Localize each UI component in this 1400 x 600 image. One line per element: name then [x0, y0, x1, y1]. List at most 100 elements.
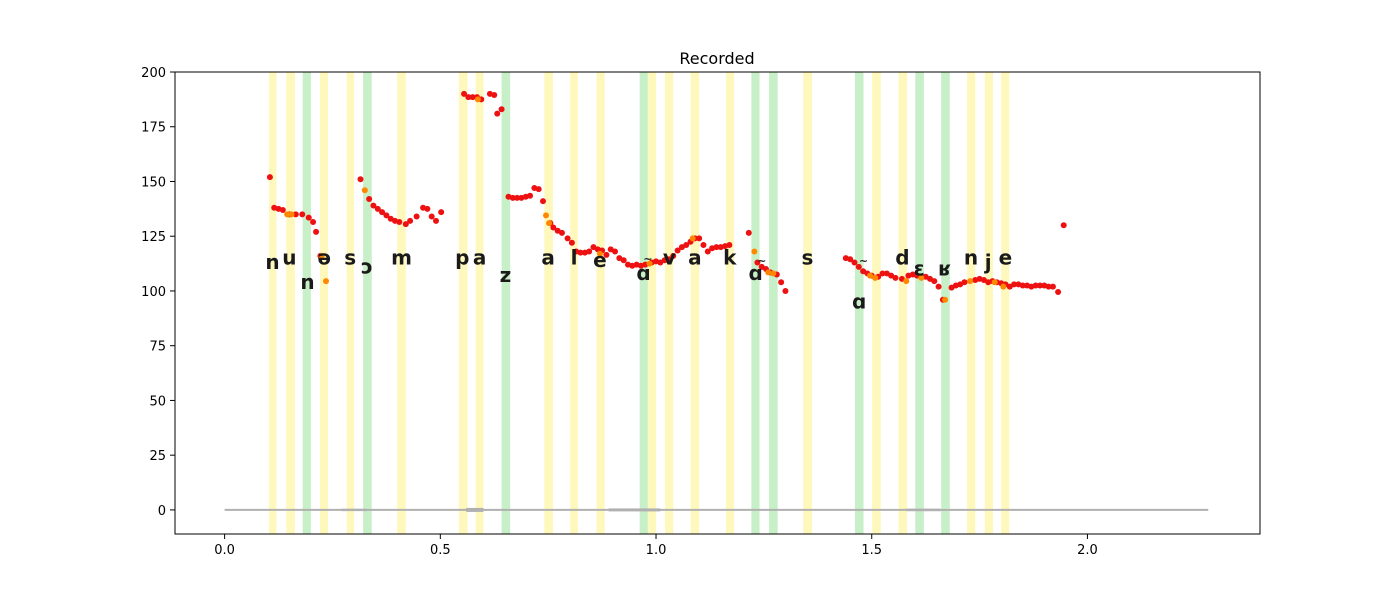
phoneme-label: ɑ [852, 289, 866, 313]
pitch-point [279, 206, 286, 213]
phoneme-band [544, 72, 553, 534]
phoneme-label: d [895, 246, 909, 270]
phoneme-band [898, 72, 908, 534]
waveform-burst [466, 507, 484, 512]
pitch-point [892, 274, 899, 281]
pitch-point [713, 244, 720, 251]
pitch-point [770, 270, 777, 277]
pitch-point [935, 283, 942, 290]
chart-title: Recorded [679, 49, 754, 68]
pitch-point [1049, 283, 1056, 290]
phoneme-labels: n unə s ɔ m p aza l eɑ~ v a kɑ~ sɑ~ d ɛ ʁ n j e [265, 246, 1012, 314]
pitch-point [879, 270, 886, 277]
phoneme-band [475, 72, 484, 534]
phoneme-label: a [473, 246, 487, 270]
pitch-point [402, 221, 409, 228]
pitch-point [872, 274, 879, 281]
phoneme-label: v [663, 246, 676, 270]
pitch-point [527, 192, 534, 199]
pitch-point [305, 214, 312, 221]
pitch-point [620, 257, 627, 264]
phoneme-label: ə [317, 246, 331, 270]
phoneme-band [501, 72, 511, 534]
phoneme-band [967, 72, 976, 534]
pitch-point [374, 205, 381, 212]
pitch-point [1055, 289, 1062, 296]
pitch-point [407, 217, 414, 224]
pitch-point [1045, 283, 1052, 290]
phoneme-band [690, 72, 700, 534]
pitch-point [847, 256, 854, 263]
phoneme-band [639, 72, 648, 534]
pitch-point [931, 278, 938, 285]
phoneme-label: p [455, 246, 469, 270]
phoneme-band [363, 72, 372, 534]
y-tick-label: 200 [141, 66, 166, 81]
phoneme-band [596, 72, 605, 534]
phoneme-label: ɛ [914, 257, 925, 281]
phoneme-band [665, 72, 674, 534]
pitch-point [318, 252, 325, 259]
pitch-point [745, 229, 752, 236]
pitch-point [586, 248, 593, 255]
pitch-point [413, 213, 420, 220]
pitch-point [646, 260, 653, 267]
pitch-point [918, 274, 925, 281]
x-tick-label: 2.0 [1077, 543, 1098, 558]
phoneme-bands [269, 72, 1010, 534]
pitch-point [1011, 281, 1018, 288]
phoneme-label: ~ [757, 255, 766, 268]
waveform-burst [608, 508, 661, 512]
pitch-point [361, 187, 368, 194]
waveform-burst [906, 508, 941, 512]
phoneme-label: a [541, 246, 555, 270]
pitch-point [539, 198, 546, 205]
pitch-point [498, 106, 505, 113]
pitch-point [670, 252, 677, 259]
phoneme-label: l [571, 246, 578, 270]
pitch-point [396, 218, 403, 225]
pitch-point [509, 194, 516, 201]
phoneme-band [647, 72, 657, 534]
pitch-point [322, 278, 329, 285]
pitch-point [266, 174, 273, 181]
pitch-point [991, 279, 998, 286]
phoneme-label: u [282, 246, 296, 270]
pitch-point [754, 259, 761, 266]
y-tick-label: 0 [158, 504, 166, 519]
phoneme-band [854, 72, 864, 534]
phoneme-band [941, 72, 950, 534]
x-tick-label: 1.5 [861, 543, 882, 558]
pitch-point [782, 287, 789, 294]
phoneme-label: ɑ [636, 261, 650, 285]
pitch-point [765, 269, 772, 276]
pitch-point [1019, 282, 1026, 289]
pitch-point [366, 195, 373, 202]
y-tick-label: 50 [149, 394, 166, 409]
phoneme-band [769, 72, 778, 534]
pitch-point [284, 211, 291, 218]
phoneme-band [302, 72, 311, 534]
pitch-point [465, 94, 472, 101]
y-tick-label: 25 [149, 449, 166, 464]
phoneme-band [346, 72, 355, 534]
pitch-point [961, 279, 968, 286]
phoneme-label: n [300, 270, 314, 294]
pitch-point [726, 241, 733, 248]
phoneme-label: z [500, 263, 512, 287]
pitch-points [266, 90, 1067, 303]
pitch-point [851, 259, 858, 266]
pitch-point [696, 235, 703, 242]
pitch-point [1032, 282, 1039, 289]
pitch-point [310, 218, 317, 225]
pitch-point [1000, 283, 1007, 290]
phoneme-label: e [999, 246, 1013, 270]
pitch-point [665, 256, 672, 263]
waveform-burst [341, 508, 367, 512]
phoneme-label: n [964, 246, 978, 270]
phoneme-label: m [391, 246, 412, 270]
x-tick-label: 1.0 [646, 543, 667, 558]
pitch-point [700, 241, 707, 248]
pitch-point [778, 279, 785, 286]
